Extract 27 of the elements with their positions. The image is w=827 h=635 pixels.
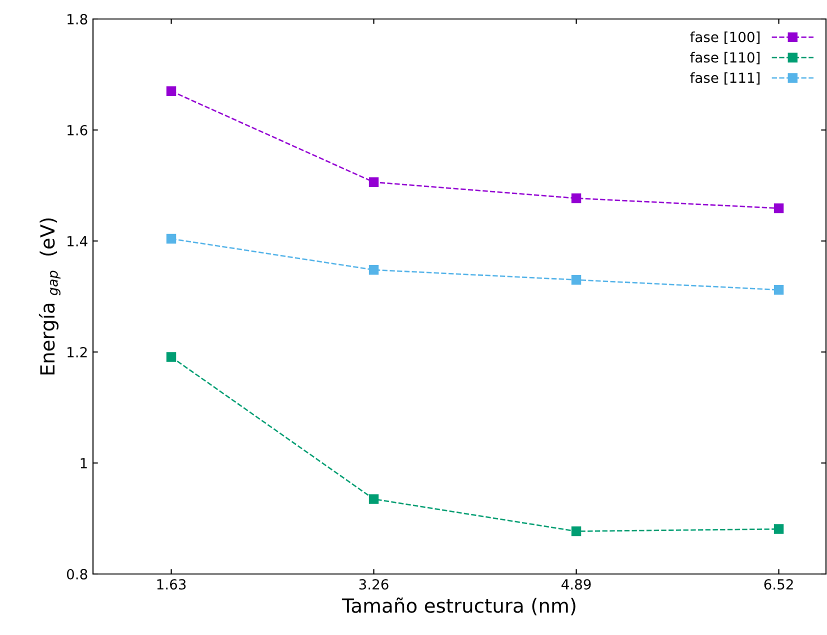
y-axis-title: Energía $_{gap}$ (eV) bbox=[38, 218, 60, 374]
point bbox=[774, 203, 784, 214]
point bbox=[166, 234, 176, 244]
y-tick-label: 1.4 bbox=[68, 236, 88, 246]
y-tick-label: 1.8 bbox=[68, 14, 88, 24]
legend-label: fase [100] bbox=[690, 32, 760, 44]
y-tick-label: 1.2 bbox=[68, 346, 87, 358]
x-axis-title: Tamaño estructura (nm) bbox=[342, 598, 576, 616]
x-tick-label: 6.52 bbox=[764, 579, 793, 590]
point bbox=[774, 524, 784, 534]
legend-label: fase [111] bbox=[690, 72, 760, 85]
point bbox=[368, 265, 379, 275]
x-tick-label: 4.89 bbox=[562, 579, 591, 590]
y-tick-label: 1 bbox=[80, 458, 87, 468]
point bbox=[571, 274, 582, 285]
x-tick-label: 1.63 bbox=[157, 579, 186, 590]
point bbox=[571, 526, 582, 536]
point bbox=[774, 284, 784, 295]
y-tick-label: 0.8 bbox=[66, 568, 88, 580]
y-tick-label: 1.6 bbox=[68, 124, 88, 136]
point bbox=[571, 193, 582, 204]
point bbox=[368, 494, 379, 504]
point bbox=[166, 352, 176, 362]
point bbox=[166, 86, 176, 96]
x-tick-label: 3.26 bbox=[359, 579, 388, 590]
point bbox=[368, 177, 379, 188]
legend-label: fase [110] bbox=[690, 52, 760, 64]
